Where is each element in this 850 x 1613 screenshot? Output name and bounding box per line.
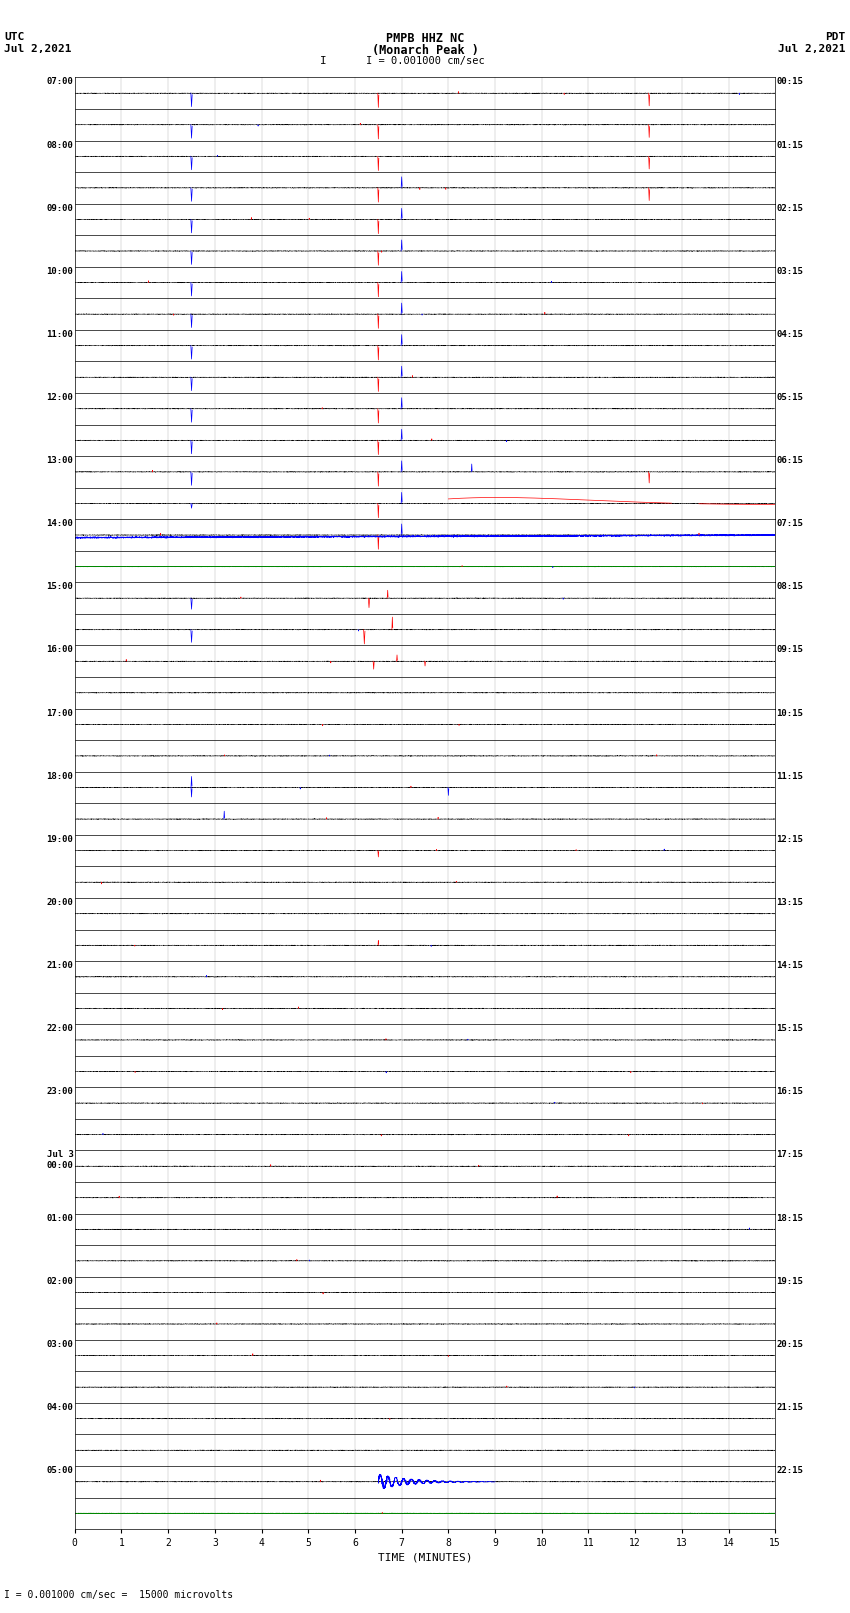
Text: 16:15: 16:15 <box>777 1087 803 1097</box>
Text: 10:15: 10:15 <box>777 708 803 718</box>
Text: Jul 3
00:00: Jul 3 00:00 <box>47 1150 73 1169</box>
Text: 00:15: 00:15 <box>777 77 803 87</box>
Text: 21:00: 21:00 <box>47 961 73 969</box>
Text: 13:15: 13:15 <box>777 898 803 907</box>
Text: 12:15: 12:15 <box>777 836 803 844</box>
Text: 22:00: 22:00 <box>47 1024 73 1034</box>
Text: 17:00: 17:00 <box>47 708 73 718</box>
X-axis label: TIME (MINUTES): TIME (MINUTES) <box>377 1552 473 1563</box>
Text: 10:00: 10:00 <box>47 266 73 276</box>
Text: 21:15: 21:15 <box>777 1403 803 1411</box>
Text: 09:15: 09:15 <box>777 645 803 655</box>
Text: 04:00: 04:00 <box>47 1403 73 1411</box>
Text: 01:15: 01:15 <box>777 140 803 150</box>
Text: 12:00: 12:00 <box>47 394 73 402</box>
Text: 05:15: 05:15 <box>777 394 803 402</box>
Text: (Monarch Peak ): (Monarch Peak ) <box>371 44 479 56</box>
Text: 04:15: 04:15 <box>777 331 803 339</box>
Text: 23:00: 23:00 <box>47 1087 73 1097</box>
Text: 11:15: 11:15 <box>777 771 803 781</box>
Text: 07:00: 07:00 <box>47 77 73 87</box>
Text: 18:00: 18:00 <box>47 771 73 781</box>
Text: 06:15: 06:15 <box>777 456 803 465</box>
Text: 13:00: 13:00 <box>47 456 73 465</box>
Text: 18:15: 18:15 <box>777 1213 803 1223</box>
Text: 08:15: 08:15 <box>777 582 803 592</box>
Text: 19:00: 19:00 <box>47 836 73 844</box>
Text: I = 0.001000 cm/sec =  15000 microvolts: I = 0.001000 cm/sec = 15000 microvolts <box>4 1590 234 1600</box>
Text: PMPB HHZ NC: PMPB HHZ NC <box>386 32 464 45</box>
Text: 02:15: 02:15 <box>777 203 803 213</box>
Text: 19:15: 19:15 <box>777 1276 803 1286</box>
Text: 22:15: 22:15 <box>777 1466 803 1474</box>
Text: 02:00: 02:00 <box>47 1276 73 1286</box>
Text: 01:00: 01:00 <box>47 1213 73 1223</box>
Text: Jul 2,2021: Jul 2,2021 <box>4 44 71 53</box>
Text: 15:15: 15:15 <box>777 1024 803 1034</box>
Text: 11:00: 11:00 <box>47 331 73 339</box>
Text: 17:15: 17:15 <box>777 1150 803 1160</box>
Text: 05:00: 05:00 <box>47 1466 73 1474</box>
Text: I: I <box>320 56 326 66</box>
Text: 09:00: 09:00 <box>47 203 73 213</box>
Text: 14:00: 14:00 <box>47 519 73 527</box>
Text: 03:15: 03:15 <box>777 266 803 276</box>
Text: Jul 2,2021: Jul 2,2021 <box>779 44 846 53</box>
Text: UTC: UTC <box>4 32 25 42</box>
Text: 03:00: 03:00 <box>47 1340 73 1348</box>
Text: 08:00: 08:00 <box>47 140 73 150</box>
Text: PDT: PDT <box>825 32 846 42</box>
Text: 20:15: 20:15 <box>777 1340 803 1348</box>
Text: I = 0.001000 cm/sec: I = 0.001000 cm/sec <box>366 56 484 66</box>
Text: 16:00: 16:00 <box>47 645 73 655</box>
Text: 20:00: 20:00 <box>47 898 73 907</box>
Text: 14:15: 14:15 <box>777 961 803 969</box>
Text: 15:00: 15:00 <box>47 582 73 592</box>
Text: 07:15: 07:15 <box>777 519 803 527</box>
